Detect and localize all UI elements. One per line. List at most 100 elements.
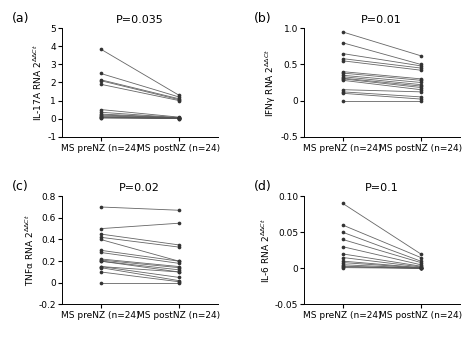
- Point: [339, 78, 346, 83]
- Point: [417, 87, 425, 92]
- Point: [417, 53, 425, 58]
- Point: [97, 204, 104, 210]
- Point: [417, 83, 425, 89]
- Text: P=0.01: P=0.01: [361, 15, 402, 25]
- Point: [339, 87, 346, 92]
- Point: [97, 115, 104, 120]
- Y-axis label: TNFα RNA 2$^{ΔΔCt}$: TNFα RNA 2$^{ΔΔCt}$: [23, 215, 36, 286]
- Point: [97, 109, 104, 115]
- Point: [339, 244, 346, 250]
- Point: [175, 116, 182, 121]
- Point: [339, 262, 346, 268]
- Point: [417, 266, 425, 271]
- Point: [339, 69, 346, 74]
- Text: (c): (c): [12, 180, 28, 193]
- Point: [339, 56, 346, 62]
- Point: [339, 229, 346, 235]
- Point: [417, 264, 425, 270]
- Point: [175, 116, 182, 121]
- Point: [175, 275, 182, 280]
- Point: [175, 269, 182, 275]
- Point: [175, 97, 182, 102]
- Point: [97, 107, 104, 112]
- Text: P=0.02: P=0.02: [119, 183, 160, 193]
- Point: [97, 77, 104, 82]
- Point: [97, 78, 104, 84]
- Point: [339, 91, 346, 96]
- Point: [417, 265, 425, 270]
- Point: [417, 63, 425, 69]
- Point: [417, 263, 425, 269]
- Point: [97, 257, 104, 263]
- Point: [175, 269, 182, 275]
- Point: [97, 70, 104, 76]
- Point: [417, 89, 425, 95]
- Point: [339, 201, 346, 206]
- Point: [97, 258, 104, 264]
- Point: [175, 115, 182, 121]
- Point: [417, 251, 425, 257]
- Point: [175, 264, 182, 269]
- Point: [417, 85, 425, 90]
- Point: [175, 92, 182, 98]
- Point: [97, 280, 104, 286]
- Point: [339, 255, 346, 260]
- Point: [97, 258, 104, 264]
- Point: [97, 81, 104, 87]
- Point: [339, 51, 346, 56]
- Point: [417, 65, 425, 71]
- Text: P=0.035: P=0.035: [116, 15, 164, 25]
- Point: [97, 114, 104, 120]
- Point: [175, 98, 182, 103]
- Point: [339, 260, 346, 266]
- Point: [97, 265, 104, 270]
- Point: [339, 58, 346, 64]
- Point: [175, 258, 182, 264]
- Point: [417, 266, 425, 271]
- Y-axis label: IL-6 RNA 2$^{ΔΔCt}$: IL-6 RNA 2$^{ΔΔCt}$: [260, 218, 272, 283]
- Text: (a): (a): [12, 12, 29, 25]
- Point: [417, 260, 425, 266]
- Point: [417, 266, 425, 271]
- Point: [339, 222, 346, 228]
- Point: [97, 269, 104, 275]
- Point: [339, 263, 346, 269]
- Point: [339, 40, 346, 46]
- Point: [339, 76, 346, 82]
- Point: [97, 231, 104, 237]
- Point: [339, 75, 346, 81]
- Point: [417, 94, 425, 100]
- Point: [417, 62, 425, 67]
- Point: [97, 112, 104, 118]
- Point: [175, 114, 182, 120]
- Point: [339, 236, 346, 242]
- Point: [175, 242, 182, 248]
- Point: [97, 250, 104, 255]
- Text: (b): (b): [254, 12, 271, 25]
- Point: [339, 74, 346, 80]
- Point: [339, 258, 346, 264]
- Point: [339, 73, 346, 78]
- Point: [175, 267, 182, 273]
- Point: [175, 258, 182, 264]
- Point: [175, 115, 182, 121]
- Point: [339, 98, 346, 103]
- Point: [417, 76, 425, 82]
- Point: [417, 67, 425, 73]
- Point: [97, 46, 104, 52]
- Point: [175, 115, 182, 121]
- Point: [175, 278, 182, 284]
- Point: [175, 265, 182, 270]
- Point: [97, 113, 104, 119]
- Point: [175, 94, 182, 100]
- Point: [339, 251, 346, 257]
- Point: [97, 115, 104, 121]
- Point: [175, 280, 182, 286]
- Point: [175, 207, 182, 213]
- Point: [97, 264, 104, 269]
- Point: [175, 244, 182, 250]
- Point: [339, 29, 346, 35]
- Point: [417, 98, 425, 103]
- Point: [339, 264, 346, 270]
- Point: [97, 234, 104, 240]
